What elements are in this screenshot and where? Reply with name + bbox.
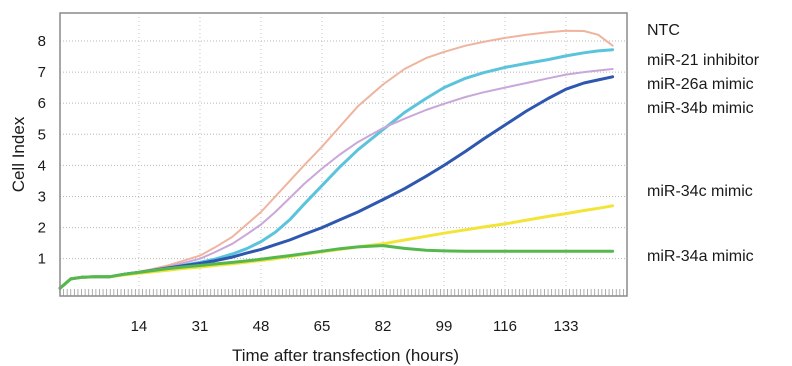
- y-tick-label: 2: [38, 220, 46, 237]
- legend-label: miR-21 inhibitor: [647, 52, 760, 69]
- y-tick-label: 4: [38, 157, 46, 174]
- x-tick-label: 65: [314, 318, 331, 335]
- y-tick-label: 1: [38, 251, 46, 268]
- x-tick-labels: 14 31 48 65 82 99 116 133: [131, 318, 579, 335]
- x-tick-label: 48: [253, 318, 270, 335]
- x-tick-label: 116: [493, 318, 517, 335]
- legend-label: miR-34c mimic: [647, 183, 753, 200]
- x-tick-label: 99: [436, 318, 453, 335]
- legend: NTC miR-21 inhibitor miR-26a mimic miR-34b …: [647, 22, 760, 265]
- legend-label: NTC: [647, 22, 680, 39]
- series-lines: [58, 29, 615, 290]
- y-tick-labels: 1 2 3 4 5 6 7 8: [38, 33, 46, 268]
- x-minor-ticks: [59, 289, 628, 296]
- series-line-mir-34a-mimic: [58, 244, 615, 290]
- x-tick-label: 133: [553, 318, 578, 335]
- legend-label: miR-34a mimic: [647, 248, 754, 265]
- y-tick-label: 7: [38, 64, 46, 81]
- y-axis-title: Cell Index: [9, 116, 28, 192]
- x-tick-label: 14: [131, 318, 148, 335]
- x-axis-title: Time after transfection (hours): [232, 346, 459, 365]
- y-tick-label: 5: [38, 126, 46, 143]
- y-tick-label: 6: [38, 95, 46, 112]
- y-tick-label: 8: [38, 33, 46, 50]
- plot-area: [60, 13, 627, 296]
- legend-label: miR-34b mimic: [647, 100, 754, 117]
- y-tick-label: 3: [38, 188, 46, 205]
- plot-frame: [59, 12, 628, 297]
- x-tick-label: 82: [375, 318, 392, 335]
- legend-label: miR-26a mimic: [647, 76, 754, 93]
- x-tick-label: 31: [192, 318, 209, 335]
